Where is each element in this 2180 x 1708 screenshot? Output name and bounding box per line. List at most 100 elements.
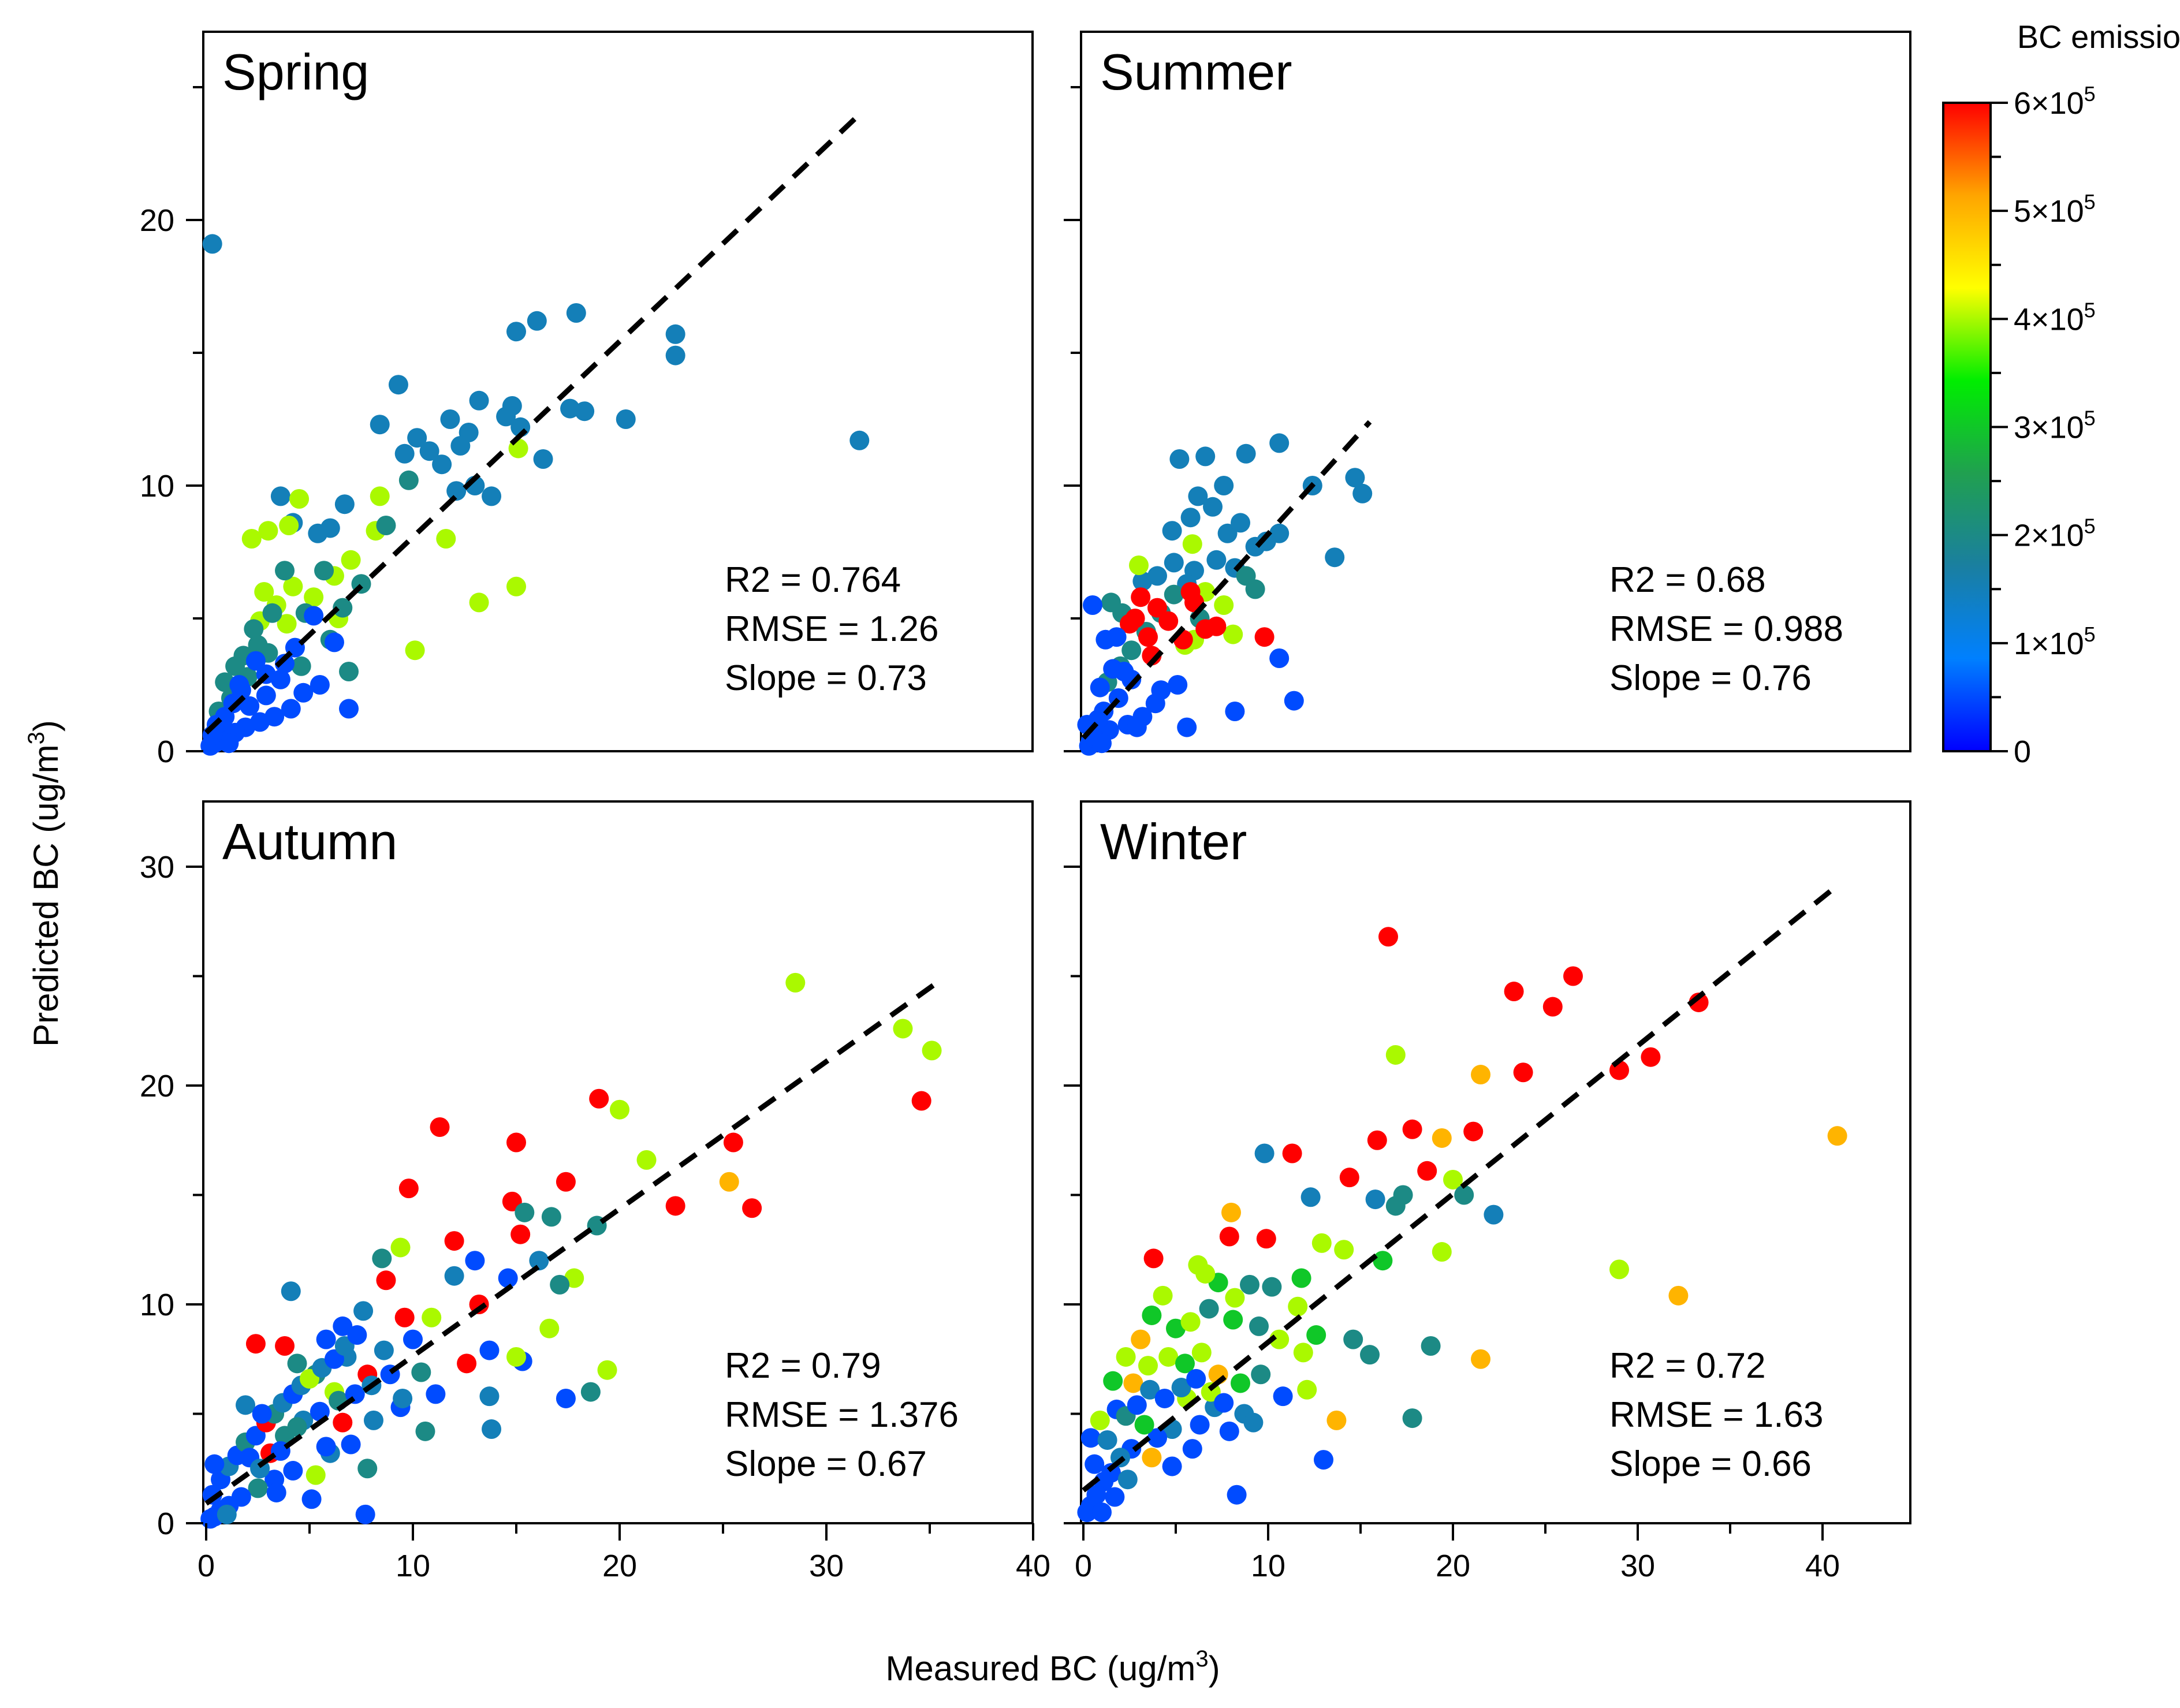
data-point — [1188, 1255, 1208, 1275]
data-point — [262, 603, 282, 623]
data-point — [1199, 1299, 1219, 1319]
data-point — [1182, 534, 1202, 554]
data-point — [482, 486, 502, 506]
data-point — [1214, 1393, 1234, 1413]
data-point — [270, 486, 290, 506]
data-point — [357, 1459, 378, 1479]
data-point — [432, 454, 452, 475]
data-point — [1166, 1318, 1186, 1338]
plot-frame — [1080, 800, 1911, 1524]
data-point — [291, 656, 311, 676]
data-point — [560, 398, 580, 419]
data-point — [333, 1316, 353, 1336]
data-point — [1471, 1065, 1490, 1085]
data-point — [1138, 627, 1158, 647]
data-point — [283, 576, 303, 596]
data-point — [469, 1295, 489, 1314]
data-point — [1131, 1329, 1151, 1349]
data-point — [1177, 717, 1197, 737]
y-axis: 0 10 20 — [140, 86, 203, 769]
data-point — [610, 1099, 629, 1120]
data-point — [444, 1231, 464, 1251]
data-point — [556, 1172, 576, 1192]
data-point — [1231, 513, 1250, 533]
data-point — [248, 1478, 268, 1498]
data-point — [498, 1268, 518, 1288]
fit-line — [204, 982, 936, 1506]
data-point — [742, 1198, 762, 1218]
stat-label: RMSE = 1.63 — [1609, 1395, 1823, 1435]
data-point — [785, 972, 806, 993]
stat-label: RMSE = 1.26 — [725, 609, 938, 649]
y-tick-label: 10 — [140, 469, 174, 504]
x-tick-label: 40 — [1805, 1549, 1840, 1583]
data-point — [415, 1421, 435, 1441]
data-point — [1432, 1242, 1452, 1262]
data-point — [1227, 1485, 1247, 1505]
panel-title: Winter — [1100, 813, 1247, 870]
stat-label: R2 = 0.72 — [1609, 1346, 1766, 1386]
data-point — [1114, 662, 1134, 681]
data-point — [1132, 571, 1153, 591]
data-point — [1542, 997, 1563, 1017]
stat-label: Slope = 0.73 — [725, 658, 927, 698]
data-point — [1306, 1325, 1326, 1345]
data-point — [1191, 1342, 1212, 1363]
data-point — [1385, 1196, 1406, 1216]
data-point — [245, 1334, 266, 1354]
data-point — [723, 1132, 743, 1153]
x-tick-label: 30 — [809, 1549, 844, 1583]
data-point — [1223, 624, 1243, 644]
data-point — [333, 1412, 353, 1433]
data-point — [1563, 966, 1583, 986]
data-point — [1504, 982, 1524, 1002]
data-point — [1827, 1126, 1847, 1146]
data-point — [1171, 1378, 1191, 1398]
data-point — [1182, 1439, 1202, 1459]
data-point — [1513, 1062, 1533, 1083]
data-point — [266, 1482, 286, 1502]
data-point — [1240, 1274, 1259, 1295]
data-point — [479, 1386, 500, 1407]
data-point — [341, 550, 361, 570]
x-tick-label: 10 — [396, 1549, 430, 1583]
data-point — [1373, 1251, 1393, 1271]
data-point — [324, 1349, 344, 1369]
colorbar-tick-label: 4×105 — [2014, 298, 2096, 337]
plot-frame — [1080, 31, 1911, 752]
y-axis — [1064, 866, 1081, 1524]
panel-title: Autumn — [222, 813, 397, 870]
data-point — [1365, 1189, 1385, 1210]
data-point — [1334, 1240, 1354, 1260]
data-point — [275, 654, 295, 674]
data-point — [244, 619, 264, 639]
data-point — [1249, 1316, 1269, 1336]
data-point — [258, 521, 278, 541]
data-point — [308, 523, 328, 543]
data-point — [430, 1117, 450, 1138]
data-point — [403, 1329, 423, 1349]
data-point — [1273, 1386, 1293, 1407]
data-point — [1214, 595, 1234, 615]
data-point — [1092, 733, 1112, 754]
data-point — [405, 640, 425, 661]
data-point — [301, 1489, 322, 1509]
data-point — [1129, 555, 1149, 575]
data-point — [1121, 640, 1142, 661]
data-point — [1162, 1456, 1182, 1476]
data-point — [200, 1509, 221, 1529]
data-point — [893, 1019, 913, 1039]
data-point — [457, 1353, 477, 1374]
data-point — [407, 428, 427, 448]
data-point — [1360, 1345, 1380, 1365]
fit-line — [204, 114, 859, 735]
data-point — [333, 598, 353, 618]
data-point — [1190, 1415, 1210, 1435]
x-axis: 0 10 20 30 40 — [197, 1523, 1050, 1583]
data-point — [1326, 1410, 1347, 1430]
data-point — [566, 303, 586, 323]
data-point — [1432, 1128, 1452, 1148]
data-point — [1385, 1045, 1406, 1065]
data-point — [482, 1419, 502, 1440]
data-point — [1090, 677, 1110, 698]
